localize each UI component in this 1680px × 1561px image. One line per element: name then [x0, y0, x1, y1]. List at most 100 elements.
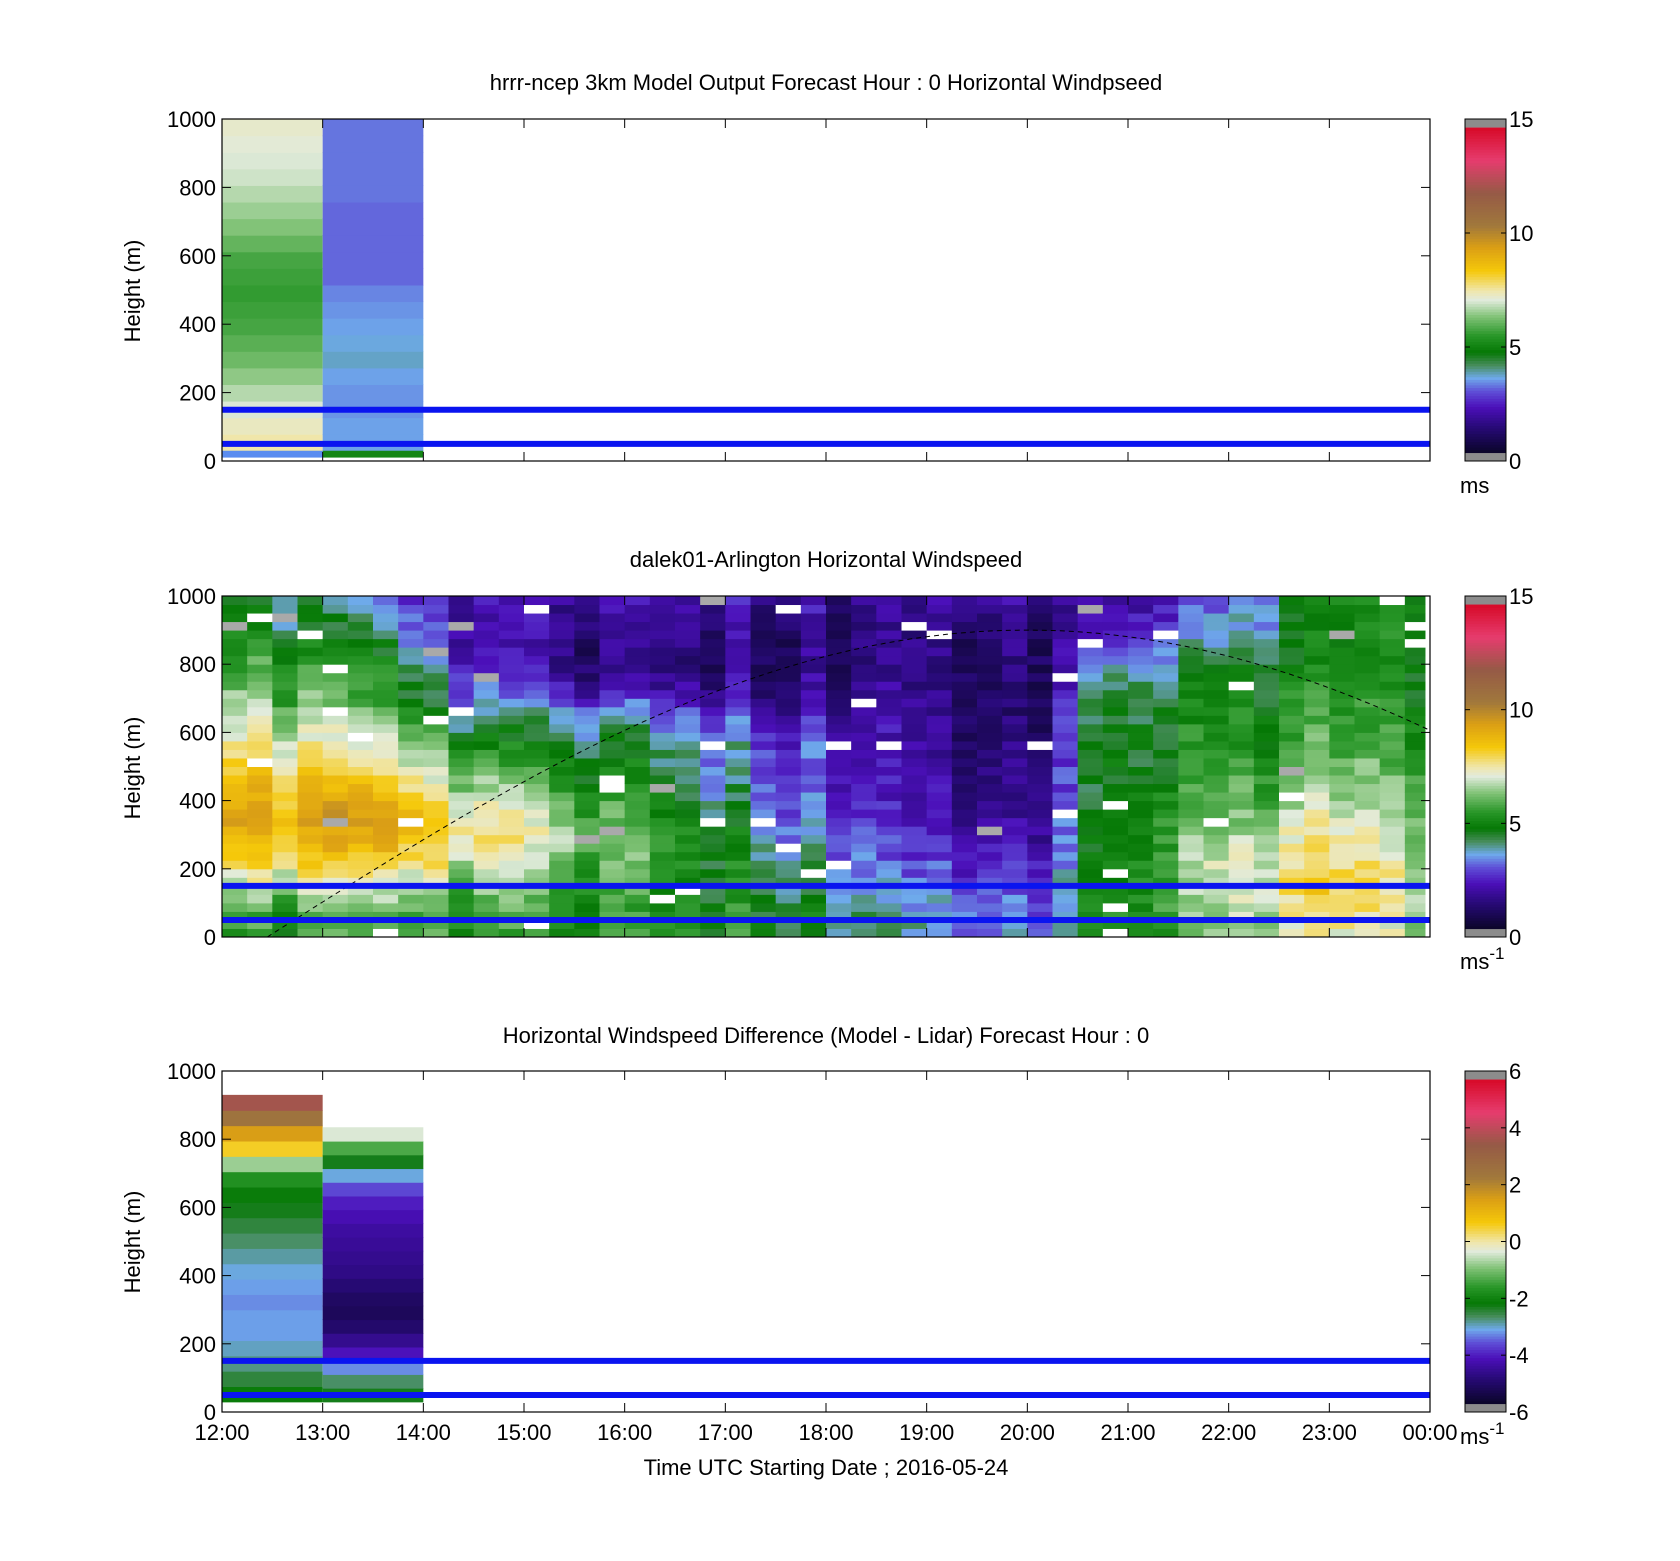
lidar-cell-t19-h26: [700, 706, 726, 716]
y-tick-label: 400: [179, 1264, 216, 1289]
colorbar-swatch: [1465, 1103, 1506, 1108]
lidar-cell-t41-h28: [1253, 689, 1280, 699]
colorbar-swatch: [1465, 1233, 1506, 1237]
colorbar-swatch: [1465, 306, 1506, 310]
lidar-cell-t7-h1: [398, 919, 424, 929]
lidar-cell-t39-h8: [1203, 860, 1230, 870]
lidar-cell-t35-h36: [1102, 621, 1129, 631]
lidar-cell-t33-h28: [1052, 689, 1079, 699]
lidar-cell-t37-h2: [1153, 911, 1179, 921]
lidar-cell-t2-h29: [272, 681, 298, 691]
lidar-cell-t37-h29: [1153, 681, 1179, 691]
colorbar-swatch: [1465, 1292, 1506, 1297]
lidar-cell-t3-h7: [297, 868, 324, 878]
lidar-cell-t5-h19: [347, 766, 374, 776]
lidar-cell-t21-h27: [750, 698, 777, 708]
lidar-cell-t44-h20: [1329, 757, 1355, 767]
lidar-cell-t39-h38: [1203, 604, 1230, 614]
lidar-cell-t11-h9: [498, 851, 525, 861]
lidar-cell-t7-h19: [398, 766, 424, 776]
lidar-cell-t37-h16: [1153, 792, 1179, 802]
lidar-cell-t36-h26: [1128, 706, 1154, 716]
colorbar-swatch: [1465, 1095, 1506, 1100]
lidar-cell-t47-h15: [1404, 800, 1426, 810]
colorbar-swatch: [1465, 311, 1506, 315]
lidar-cell-t37-h7: [1153, 868, 1179, 878]
colorbar-swatch: [1465, 184, 1506, 188]
lidar-cell-t39-h23: [1203, 732, 1230, 742]
colorbar-swatch: [1465, 170, 1506, 175]
y-tick-label: 600: [179, 1195, 216, 1220]
lidar-cell-t30-h11: [977, 834, 1003, 844]
lidar-cell-t46-h35: [1379, 630, 1406, 640]
lidar-cell-t8-h3: [423, 902, 449, 912]
lidar-cell-t38-h22: [1178, 740, 1204, 750]
lidar-cell-t20-h3: [725, 902, 751, 912]
lidar-cell-t38-h11: [1178, 834, 1204, 844]
lidar-cell-t4-h36: [322, 621, 349, 631]
lidar-cell-t7-h12: [398, 826, 424, 836]
lidar-cell-t28-h14: [926, 809, 953, 819]
colorbar-swatch: [1465, 178, 1506, 183]
lidar-cell-t29-h26: [951, 706, 978, 716]
colorbar-swatch: [1465, 1273, 1506, 1278]
lidar-cell-t6-h30: [373, 672, 399, 682]
lidar-cell-t19-h9: [700, 851, 726, 861]
lidar-cell-t42-h36: [1279, 621, 1305, 631]
model-cell-c0-r16: [222, 168, 323, 186]
model-cell-c0-r4: [222, 367, 323, 385]
lidar-cell-t43-h1: [1304, 919, 1330, 929]
lidar-cell-t0-h8: [222, 860, 248, 870]
lidar-cell-t8-h28: [423, 689, 449, 699]
lidar-cell-t19-h11: [700, 834, 726, 844]
colorbar-swatch: [1465, 273, 1506, 278]
lidar-cell-t46-h7: [1379, 868, 1406, 878]
lidar-cell-t42-h15: [1279, 800, 1305, 810]
lidar-cell-t44-h36: [1329, 621, 1355, 631]
colorbar-swatch: [1465, 249, 1506, 253]
colorbar-swatch: [1465, 227, 1506, 232]
lidar-cell-t24-h15: [826, 800, 852, 810]
lidar-cell-t2-h8: [272, 860, 298, 870]
lidar-cell-t43-h3: [1304, 902, 1330, 912]
lidar-cell-t16-h17: [624, 783, 651, 793]
lidar-cell-t12-h34: [524, 638, 550, 648]
lidar-cell-t20-h12: [725, 826, 751, 836]
lidar-cell-t35-h23: [1102, 732, 1129, 742]
lidar-cell-t4-h27: [322, 698, 349, 708]
y-tick-label: 600: [179, 244, 216, 269]
lidar-cell-t9-h39: [448, 596, 475, 606]
lidar-cell-t5-h9: [347, 851, 374, 861]
colorbar-swatch: [1465, 1341, 1506, 1345]
lidar-cell-t34-h6: [1077, 877, 1104, 887]
lidar-cell-t47-h36: [1404, 621, 1426, 631]
lidar-cell-t46-h26: [1379, 706, 1406, 716]
lidar-cell-t5-h18: [347, 775, 374, 785]
lidar-cell-t25-h5: [851, 885, 877, 895]
lidar-cell-t23-h2: [800, 911, 827, 921]
lidar-cell-t35-h10: [1102, 843, 1129, 853]
colorbar-swatch: [1465, 860, 1506, 865]
lidar-cell-t43-h13: [1304, 817, 1330, 827]
lidar-cell-t36-h27: [1128, 698, 1154, 708]
lidar-cell-t14-h3: [574, 902, 600, 912]
colorbar-swatch: [1465, 1133, 1506, 1137]
lidar-cell-t6-h28: [373, 689, 399, 699]
lidar-cell-t30-h39: [977, 596, 1003, 606]
lidar-cell-t3-h33: [297, 647, 324, 657]
lidar-cell-t7-h27: [398, 698, 424, 708]
lidar-cell-t42-h25: [1279, 715, 1305, 725]
lidar-cell-t1-h16: [247, 792, 273, 802]
lidar-cell-t20-h11: [725, 834, 751, 844]
diff-cell-c1-r10: [322, 1250, 424, 1266]
lidar-cell-t29-h15: [951, 800, 978, 810]
model-cell-c0-r7: [222, 318, 323, 336]
lidar-cell-t3-h18: [297, 775, 324, 785]
lidar-cell-t17-h31: [649, 664, 676, 674]
lidar-cell-t1-h7: [247, 868, 273, 878]
lidar-cell-t0-h11: [222, 834, 248, 844]
lidar-cell-t14-h9: [574, 851, 600, 861]
lidar-cell-t2-h11: [272, 834, 298, 844]
colorbar-swatch: [1465, 276, 1506, 280]
